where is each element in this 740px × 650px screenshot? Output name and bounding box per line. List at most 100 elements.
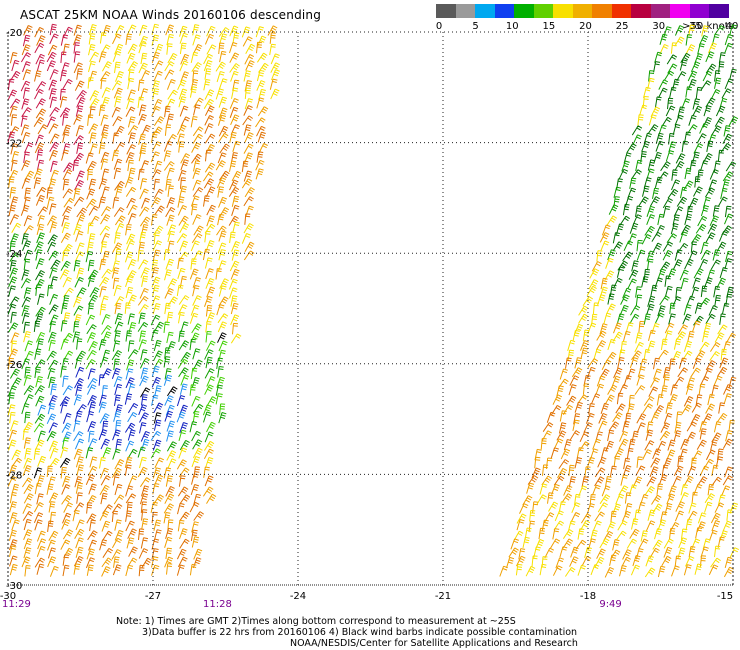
wind-barb [24, 366, 31, 379]
wind-barb [165, 258, 174, 270]
wind-barb [205, 331, 212, 343]
wind-barb [594, 467, 606, 478]
wind-barb [49, 23, 57, 36]
wind-barb [709, 351, 720, 361]
wind-barb [125, 440, 135, 452]
wind-barb [607, 338, 616, 351]
wind-barb [74, 357, 83, 369]
wind-barb [204, 33, 215, 45]
wind-barb [23, 529, 33, 540]
wind-barb [141, 518, 149, 530]
wind-barb [244, 241, 255, 252]
wind-barb [510, 538, 519, 550]
wind-barb [572, 419, 580, 432]
wind-barb [630, 564, 641, 576]
wind-barb [229, 106, 239, 118]
wind-barb [99, 510, 110, 521]
wind-barb [193, 466, 200, 478]
wind-barb [605, 351, 617, 362]
wind-barb [49, 106, 60, 117]
wind-barb [11, 483, 20, 495]
wind-barb [177, 304, 188, 315]
wind-barb [88, 24, 97, 36]
wind-barb [729, 68, 737, 80]
wind-barb [705, 97, 716, 108]
wind-barb [34, 385, 45, 396]
wind-barb [717, 324, 728, 335]
wind-barb [76, 142, 84, 154]
wind-barb [696, 521, 706, 533]
wind-barb [36, 149, 44, 161]
wind-barb [690, 61, 701, 73]
wind-barb [126, 197, 136, 209]
wind-barb [580, 347, 589, 359]
wind-barb [46, 413, 57, 425]
wind-barb [604, 270, 615, 281]
wind-barb [140, 267, 150, 278]
wind-barb [697, 476, 708, 487]
wind-barb [86, 198, 97, 209]
wind-barb [190, 79, 199, 91]
wind-barb [542, 464, 549, 476]
wind-barb [590, 529, 598, 542]
wind-barb [75, 230, 84, 242]
wind-barb [205, 149, 212, 162]
wind-barb [127, 383, 136, 395]
wind-barb [499, 565, 508, 577]
wind-barb [8, 176, 15, 188]
wind-barb [601, 485, 611, 497]
wind-barb [193, 511, 204, 521]
wind-barb [657, 213, 665, 226]
wind-barb [35, 194, 45, 206]
wind-barb [127, 77, 135, 90]
wind-barb [219, 33, 228, 45]
wind-barb [643, 132, 652, 144]
wind-barb [35, 270, 45, 281]
wind-barb [189, 268, 199, 280]
wind-barb [22, 69, 32, 81]
wind-barb [114, 459, 125, 470]
wind-barb [75, 519, 85, 531]
wind-barb [663, 366, 671, 379]
wind-barb [111, 350, 122, 361]
wind-barb [571, 367, 583, 378]
wind-barb [192, 277, 201, 289]
wind-barb [113, 494, 125, 505]
wind-barb [112, 33, 122, 45]
wind-barb [138, 241, 145, 254]
wind-barb [23, 151, 30, 163]
wind-barb [125, 368, 134, 380]
wind-barb [164, 269, 172, 281]
wind-barb [127, 429, 136, 441]
wind-barb [703, 458, 714, 469]
wind-barb [192, 187, 204, 197]
wind-barb [49, 33, 59, 45]
wind-barb [100, 492, 108, 505]
wind-barb [192, 285, 200, 297]
wind-barb [572, 329, 580, 342]
wind-barb [87, 77, 94, 89]
wind-barb [100, 324, 112, 335]
wind-barb [178, 96, 187, 108]
wind-barb [178, 88, 188, 100]
wind-barb [74, 438, 85, 450]
wind-barb [541, 519, 549, 531]
wind-barb [48, 250, 59, 261]
wind-barb [203, 60, 213, 72]
wind-barb [603, 530, 614, 542]
wind-barb [99, 413, 110, 424]
wind-barb [179, 494, 191, 505]
wind-barb [652, 539, 663, 550]
wind-barb [88, 123, 99, 134]
wind-barb [114, 404, 123, 416]
pass-time-label: 11:28 [203, 599, 232, 610]
wind-barb [101, 124, 110, 136]
wind-barb [36, 530, 46, 542]
wind-barb [10, 196, 19, 208]
wind-barb [230, 152, 238, 164]
wind-barb [203, 53, 213, 65]
wind-barb [646, 303, 655, 315]
wind-barb [669, 302, 676, 315]
wind-barb [688, 114, 697, 126]
wind-barb [21, 233, 29, 245]
